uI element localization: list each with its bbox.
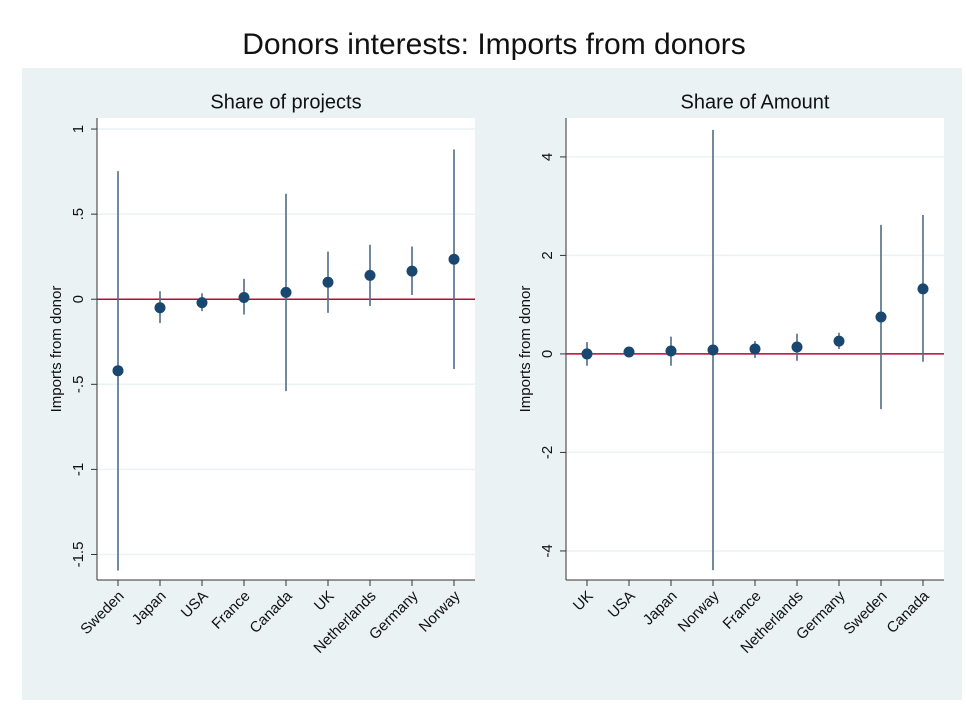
point — [791, 341, 803, 353]
y-tick-label: .5 — [70, 208, 87, 221]
y-tick-label: -1 — [70, 463, 87, 476]
point — [322, 276, 334, 288]
panel-title: Share of projects — [210, 91, 361, 113]
point — [238, 292, 250, 304]
point — [833, 335, 845, 347]
panel-title: Share of Amount — [681, 91, 830, 113]
y-axis-label: Imports from donor — [48, 286, 65, 413]
point — [623, 346, 635, 358]
chart-title: Donors interests: Imports from donors — [242, 28, 746, 61]
y-tick-label: 0 — [539, 350, 556, 358]
point — [917, 283, 929, 295]
point — [581, 348, 593, 360]
point — [406, 265, 418, 277]
y-tick-label: -4 — [539, 544, 556, 557]
y-tick-label: -1.5 — [70, 542, 87, 568]
y-tick-label: 1 — [70, 125, 87, 133]
y-tick-label: 2 — [539, 251, 556, 259]
point — [749, 343, 761, 355]
y-tick-label: -2 — [539, 446, 556, 459]
y-tick-label: 0 — [70, 295, 87, 303]
point — [280, 286, 292, 298]
y-tick-label: -.5 — [70, 376, 87, 394]
point — [364, 269, 376, 281]
y-axis-label: Imports from donor — [517, 286, 534, 413]
point — [707, 344, 719, 356]
point — [448, 253, 460, 265]
point — [875, 311, 887, 323]
point — [665, 345, 677, 357]
y-tick-label: 4 — [539, 153, 556, 161]
point — [154, 302, 166, 314]
point — [196, 297, 208, 309]
point — [112, 365, 124, 377]
